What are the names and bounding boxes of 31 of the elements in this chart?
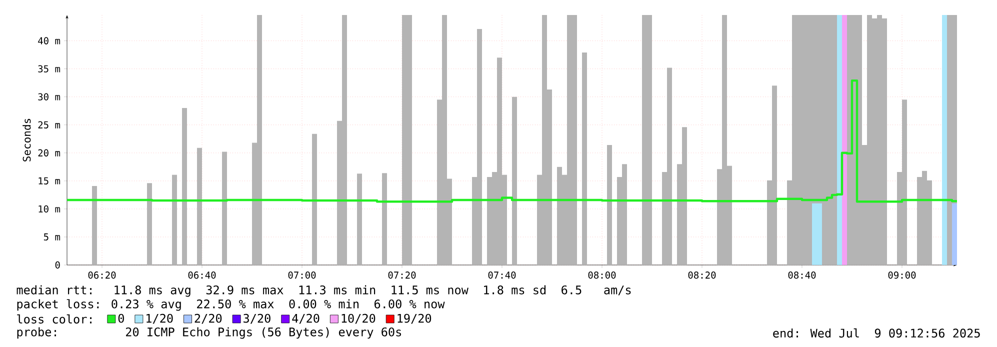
y-tick-label: 10 m <box>38 205 60 213</box>
text: probe: 20 ICMP Echo Pings (56 Bytes) every 60s <box>17 327 401 339</box>
y-tick-label: 0 <box>55 261 60 269</box>
x-tick-label: 07:40 <box>488 272 516 279</box>
x-tick-label: 08:20 <box>688 272 716 279</box>
x-tick-label: 07:00 <box>288 272 316 279</box>
legend-label: 10/20 <box>342 314 376 324</box>
legend-label: 19/20 <box>398 314 432 324</box>
y-tick-label: 20 m <box>38 149 60 156</box>
text: end: Wed Jul 9 09:12:56 2025 <box>773 328 980 338</box>
x-tick-label: 07:20 <box>388 272 416 279</box>
y-tick-label: 35 m <box>38 65 60 72</box>
y-tick-label: 40 m <box>38 37 60 44</box>
y-tick-label: 5 m <box>44 233 60 240</box>
x-tick-label: 09:00 <box>888 272 916 279</box>
legend-title: loss color: <box>17 314 92 324</box>
x-tick-label: 08:00 <box>588 272 616 279</box>
y-tick-label: 30 m <box>38 93 60 100</box>
y-tick-label: 15 m <box>38 177 60 184</box>
legend-label: 1/20 <box>146 314 173 324</box>
legend-label: 2/20 <box>194 314 222 324</box>
legend-label: 3/20 <box>244 314 270 324</box>
legend-label: 4/20 <box>292 314 320 324</box>
x-tick-label: 06:20 <box>88 272 116 279</box>
y-tick-label: 25 m <box>38 121 60 128</box>
x-tick-label: 08:40 <box>788 272 816 279</box>
y-axis-title: Seconds <box>22 118 31 162</box>
legend-label: 0 <box>118 314 124 323</box>
x-tick-label: 06:40 <box>188 272 216 279</box>
text: packet loss: 0.23 % avg 22.50 % max 0.00 % min 6.00 % now <box>17 299 445 311</box>
text: median rtt: 11.8 ms avg 32.9 ms max 11.3 ms min 11.5 ms now 1.8 ms sd 6.5 am/s <box>16 285 631 297</box>
